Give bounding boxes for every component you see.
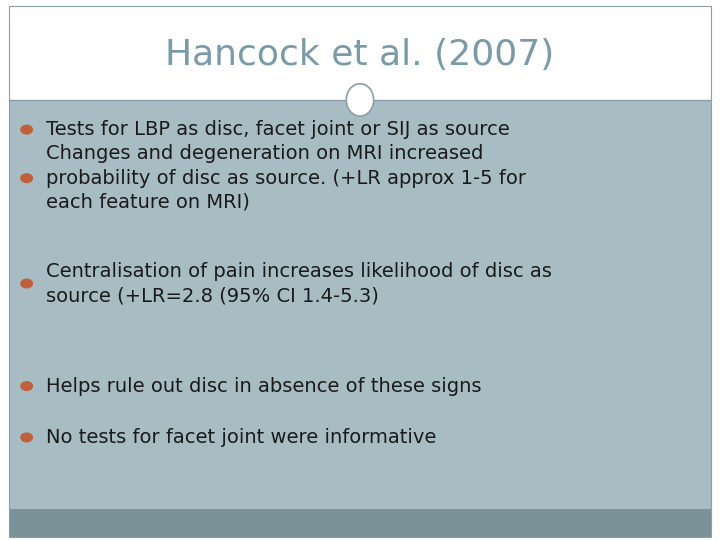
FancyBboxPatch shape — [9, 3, 711, 100]
Circle shape — [21, 174, 32, 183]
Text: Tests for LBP as disc, facet joint or SIJ as source: Tests for LBP as disc, facet joint or SI… — [46, 120, 510, 139]
Circle shape — [21, 125, 32, 134]
Circle shape — [21, 382, 32, 390]
Circle shape — [21, 279, 32, 288]
Text: Hancock et al. (2007): Hancock et al. (2007) — [166, 38, 554, 72]
Ellipse shape — [346, 84, 374, 116]
Text: Centralisation of pain increases likelihood of disc as
source (+LR=2.8 (95% CI 1: Centralisation of pain increases likelih… — [46, 262, 552, 305]
Text: Helps rule out disc in absence of these signs: Helps rule out disc in absence of these … — [46, 376, 482, 396]
FancyBboxPatch shape — [9, 100, 711, 509]
Circle shape — [21, 433, 32, 442]
FancyBboxPatch shape — [9, 509, 711, 537]
Text: No tests for facet joint were informative: No tests for facet joint were informativ… — [46, 428, 436, 447]
Text: Changes and degeneration on MRI increased
probability of disc as source. (+LR ap: Changes and degeneration on MRI increase… — [46, 145, 526, 212]
